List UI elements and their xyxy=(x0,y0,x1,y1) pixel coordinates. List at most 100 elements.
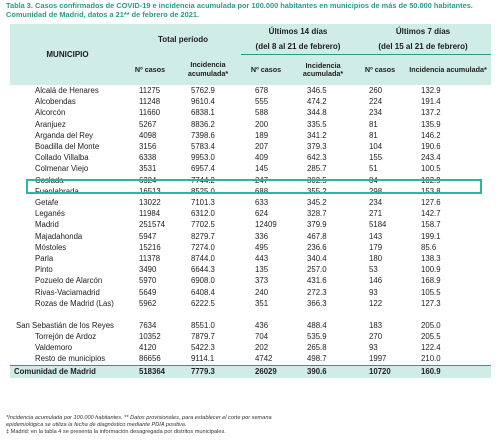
header-municipio: MUNICIPIO xyxy=(10,24,125,85)
cell-14d-incidence: 302.5 xyxy=(307,175,327,185)
table-row: Coslada 6324 7744.2 247 302.5 84 102.9 xyxy=(10,175,491,186)
cell-total-incidence: 6644.3 xyxy=(191,265,215,275)
cell-14d-incidence: 340.4 xyxy=(307,254,327,264)
cell-7d-cases: 53 xyxy=(369,265,378,275)
municipality-name: Móstoles xyxy=(35,242,67,252)
cell-14d-incidence: 535.9 xyxy=(307,332,327,342)
table-row: Alcobendas 11248 9610.4 555 474.2 224 191.4 xyxy=(10,96,491,107)
cell-total-cases: 3531 xyxy=(139,164,157,174)
cell-14d-incidence: 366.3 xyxy=(307,298,327,308)
cell-14d-cases: 145 xyxy=(255,164,269,174)
cell-14d-incidence: 346.5 xyxy=(307,86,327,95)
cell-7d-cases: 51 xyxy=(369,164,378,174)
cell-14d-cases: 436 xyxy=(255,321,269,331)
municipality-name: Pinto xyxy=(35,265,53,275)
cell-14d-incidence: 335.5 xyxy=(307,119,327,129)
cell-total-incidence: 7879.7 xyxy=(191,332,215,342)
cell-total-incidence: 9610.4 xyxy=(191,97,215,107)
cell-14d-cases: 200 xyxy=(255,119,269,129)
municipality-name: Parla xyxy=(35,254,54,264)
municipality-name: Collado Villalba xyxy=(35,153,89,163)
cell-7d-incidence: 205.0 xyxy=(421,321,441,331)
municipality-name: Torrejón de Ardoz xyxy=(35,332,97,342)
cell-7d-cases: 5184 xyxy=(369,220,387,230)
cell-total-cases: 251574 xyxy=(139,220,166,230)
municipality-name: Rozas de Madrid (Las) xyxy=(35,298,114,308)
cell-14d-cases: 189 xyxy=(255,130,269,140)
municipality-name: San Sebastián de los Reyes xyxy=(16,321,114,331)
cell-14d-cases: 4742 xyxy=(255,354,273,364)
cell-14d-cases: 688 xyxy=(255,186,269,196)
table-row: Majadahonda 5947 8279.7 336 467.8 143 199.1 xyxy=(10,231,491,242)
cell-total-incidence: 5422.3 xyxy=(191,343,215,353)
cell-total-incidence: 6408.4 xyxy=(191,287,215,297)
cell-14d-incidence: 498.7 xyxy=(307,354,327,364)
cell-7d-incidence: 135.9 xyxy=(421,119,441,129)
table-row: Alcalá de Henares 11275 5762.9 678 346.5 260 1… xyxy=(10,85,491,96)
cell-7d-incidence: 153.8 xyxy=(421,186,441,196)
footnote-provisional: epidemiológica se utiliza la fecha de di… xyxy=(6,422,187,429)
cell-14d-incidence: 236.6 xyxy=(307,242,327,252)
cell-7d-incidence: 160.9 xyxy=(405,364,492,378)
table-row: Leganés 11984 6312.0 624 328.7 271 142.7 xyxy=(10,208,491,219)
cell-7d-incidence: 205.5 xyxy=(421,332,441,342)
cell-7d-incidence: 191.4 xyxy=(421,97,441,107)
cell-14d-incidence: 272.3 xyxy=(307,287,327,297)
header-total-period: Total período xyxy=(125,24,242,55)
table-caption: Tabla 3. Casos confirmados de COVID-19 e… xyxy=(6,1,473,19)
municipality-name: Arganda del Rey xyxy=(35,130,94,140)
cell-total-cases: 5970 xyxy=(139,276,157,286)
cell-total-incidence: 7779.3 xyxy=(175,364,242,378)
cell-total-incidence: 7274.0 xyxy=(191,242,215,252)
header-last14-range: (del 8 al 21 de febrero) xyxy=(241,39,356,55)
cell-14d-cases: 207 xyxy=(255,142,269,152)
cell-7d-incidence: 122.4 xyxy=(421,343,441,353)
cell-total-cases: 5947 xyxy=(139,231,157,241)
table-row: Parla 11378 8744.0 443 340.4 180 138.3 xyxy=(10,253,491,264)
cell-total-incidence: 6908.0 xyxy=(191,276,215,286)
cell-7d-cases: 260 xyxy=(369,86,383,95)
header-7d-cases: Nº casos xyxy=(355,54,406,85)
cell-7d-incidence: 100.9 xyxy=(421,265,441,275)
table-row: Torrejón de Ardoz 10352 7879.7 704 535.9 270 2… xyxy=(10,331,491,342)
cell-14d-cases: 624 xyxy=(255,209,269,219)
cell-total-cases: 13022 xyxy=(139,198,161,208)
cell-7d-cases: 81 xyxy=(369,130,378,140)
cell-14d-incidence: 488.4 xyxy=(307,321,327,331)
municipality-name: Boadilla del Monte xyxy=(35,142,100,152)
cell-total-incidence: 7702.5 xyxy=(191,220,215,230)
cell-7d-incidence: 137.2 xyxy=(421,108,441,118)
cell-total-cases: 4120 xyxy=(139,343,157,353)
header-7d-incidence: Incidencia acumulada* xyxy=(405,54,492,85)
cell-14d-cases: 678 xyxy=(255,86,269,95)
cell-7d-incidence: 127.6 xyxy=(421,198,441,208)
table-row: Getafe 13022 7101.3 633 345.2 234 127.6 xyxy=(10,197,491,208)
cell-14d-cases: 247 xyxy=(255,175,269,185)
cell-total-cases: 5267 xyxy=(139,119,157,129)
cell-total-cases: 11378 xyxy=(139,254,161,264)
cell-total-cases: 86656 xyxy=(139,354,161,364)
cell-14d-cases: 633 xyxy=(255,198,269,208)
cell-7d-incidence: 102.9 xyxy=(421,175,441,185)
table-row: Resto de municipios 86656 9114.1 4742 498.7 1… xyxy=(10,353,491,365)
header-last7: Últimos 7 días xyxy=(355,24,492,39)
table-row: Colmenar Viejo 3531 6957.4 145 285.7 51 100.5 xyxy=(10,163,491,174)
cell-7d-incidence: 158.7 xyxy=(421,220,441,230)
cell-7d-cases: 81 xyxy=(369,119,378,129)
cell-14d-cases: 351 xyxy=(255,298,269,308)
cell-7d-incidence: 85.6 xyxy=(421,242,437,252)
cell-total-incidence: 9953.0 xyxy=(191,153,215,163)
table-row: Arganda del Rey 4098 7398.6 189 341.2 81 146.2 xyxy=(10,130,491,141)
cell-7d-incidence: 243.4 xyxy=(421,153,441,163)
cell-14d-incidence: 474.2 xyxy=(307,97,327,107)
cell-total-cases: 10352 xyxy=(139,332,161,342)
cell-7d-incidence: 100.5 xyxy=(421,164,441,174)
cell-14d-incidence: 390.6 xyxy=(291,364,356,378)
cell-14d-incidence: 285.7 xyxy=(307,164,327,174)
cell-total-cases: 6324 xyxy=(139,175,157,185)
table-row: Valdemoro 4120 5422.3 202 265.8 93 122.4 xyxy=(10,342,491,353)
cell-total-cases: 5962 xyxy=(139,298,157,308)
cell-7d-cases: 298 xyxy=(369,186,383,196)
cell-14d-incidence: 431.6 xyxy=(307,276,327,286)
cell-7d-incidence: 146.2 xyxy=(421,130,441,140)
